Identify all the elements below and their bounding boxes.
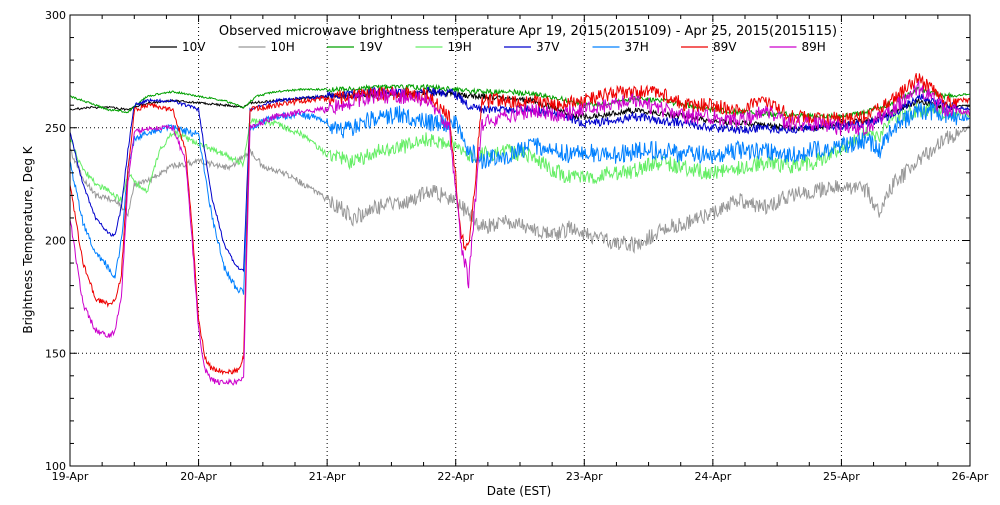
x-axis: 19-Apr 20-Apr 21-Apr 22-Apr 23-Apr 24-Apr 25-A… bbox=[52, 15, 989, 483]
y-tick-label: 100 bbox=[45, 460, 66, 473]
x-tick-label: 22-Apr bbox=[437, 470, 474, 483]
x-tick-label: 25-Apr bbox=[823, 470, 860, 483]
legend: 10V 10H 19V 19H 37V 37H 89V 89H bbox=[150, 40, 826, 54]
y-tick-label: 300 bbox=[45, 9, 66, 22]
legend-label-10h: 10H bbox=[271, 40, 295, 54]
legend-label-37v: 37V bbox=[536, 40, 560, 54]
legend-label-89h: 89H bbox=[802, 40, 826, 54]
series-line-89h bbox=[69, 80, 971, 386]
series-line-89v bbox=[69, 73, 971, 376]
series-layer bbox=[69, 73, 971, 386]
y-axis-label: Brightness Temperature, Deg K bbox=[21, 145, 35, 333]
legend-label-89v: 89V bbox=[713, 40, 737, 54]
legend-label-19v: 19V bbox=[359, 40, 383, 54]
x-tick-label: 24-Apr bbox=[694, 470, 731, 483]
series-line-10h bbox=[69, 125, 971, 254]
x-tick-label: 20-Apr bbox=[180, 470, 217, 483]
legend-label-19h: 19H bbox=[448, 40, 472, 54]
x-tick-label: 21-Apr bbox=[309, 470, 346, 483]
y-tick-label: 200 bbox=[45, 235, 66, 248]
x-tick-label: 23-Apr bbox=[566, 470, 603, 483]
y-tick-label: 250 bbox=[45, 122, 66, 135]
x-axis-label: Date (EST) bbox=[487, 484, 551, 498]
grid bbox=[70, 15, 970, 466]
y-tick-label: 150 bbox=[45, 347, 66, 360]
y-axis: 100 150 200 250 300 bbox=[45, 9, 970, 473]
legend-label-37h: 37H bbox=[625, 40, 649, 54]
x-tick-label: 26-Apr bbox=[952, 470, 989, 483]
x-tick-label: 19-Apr bbox=[52, 470, 89, 483]
chart-title: Observed microwave brightness temperatur… bbox=[219, 24, 837, 39]
legend-label-10v: 10V bbox=[182, 40, 206, 54]
series-line-37v bbox=[69, 86, 970, 273]
series-line-37h bbox=[69, 102, 971, 295]
